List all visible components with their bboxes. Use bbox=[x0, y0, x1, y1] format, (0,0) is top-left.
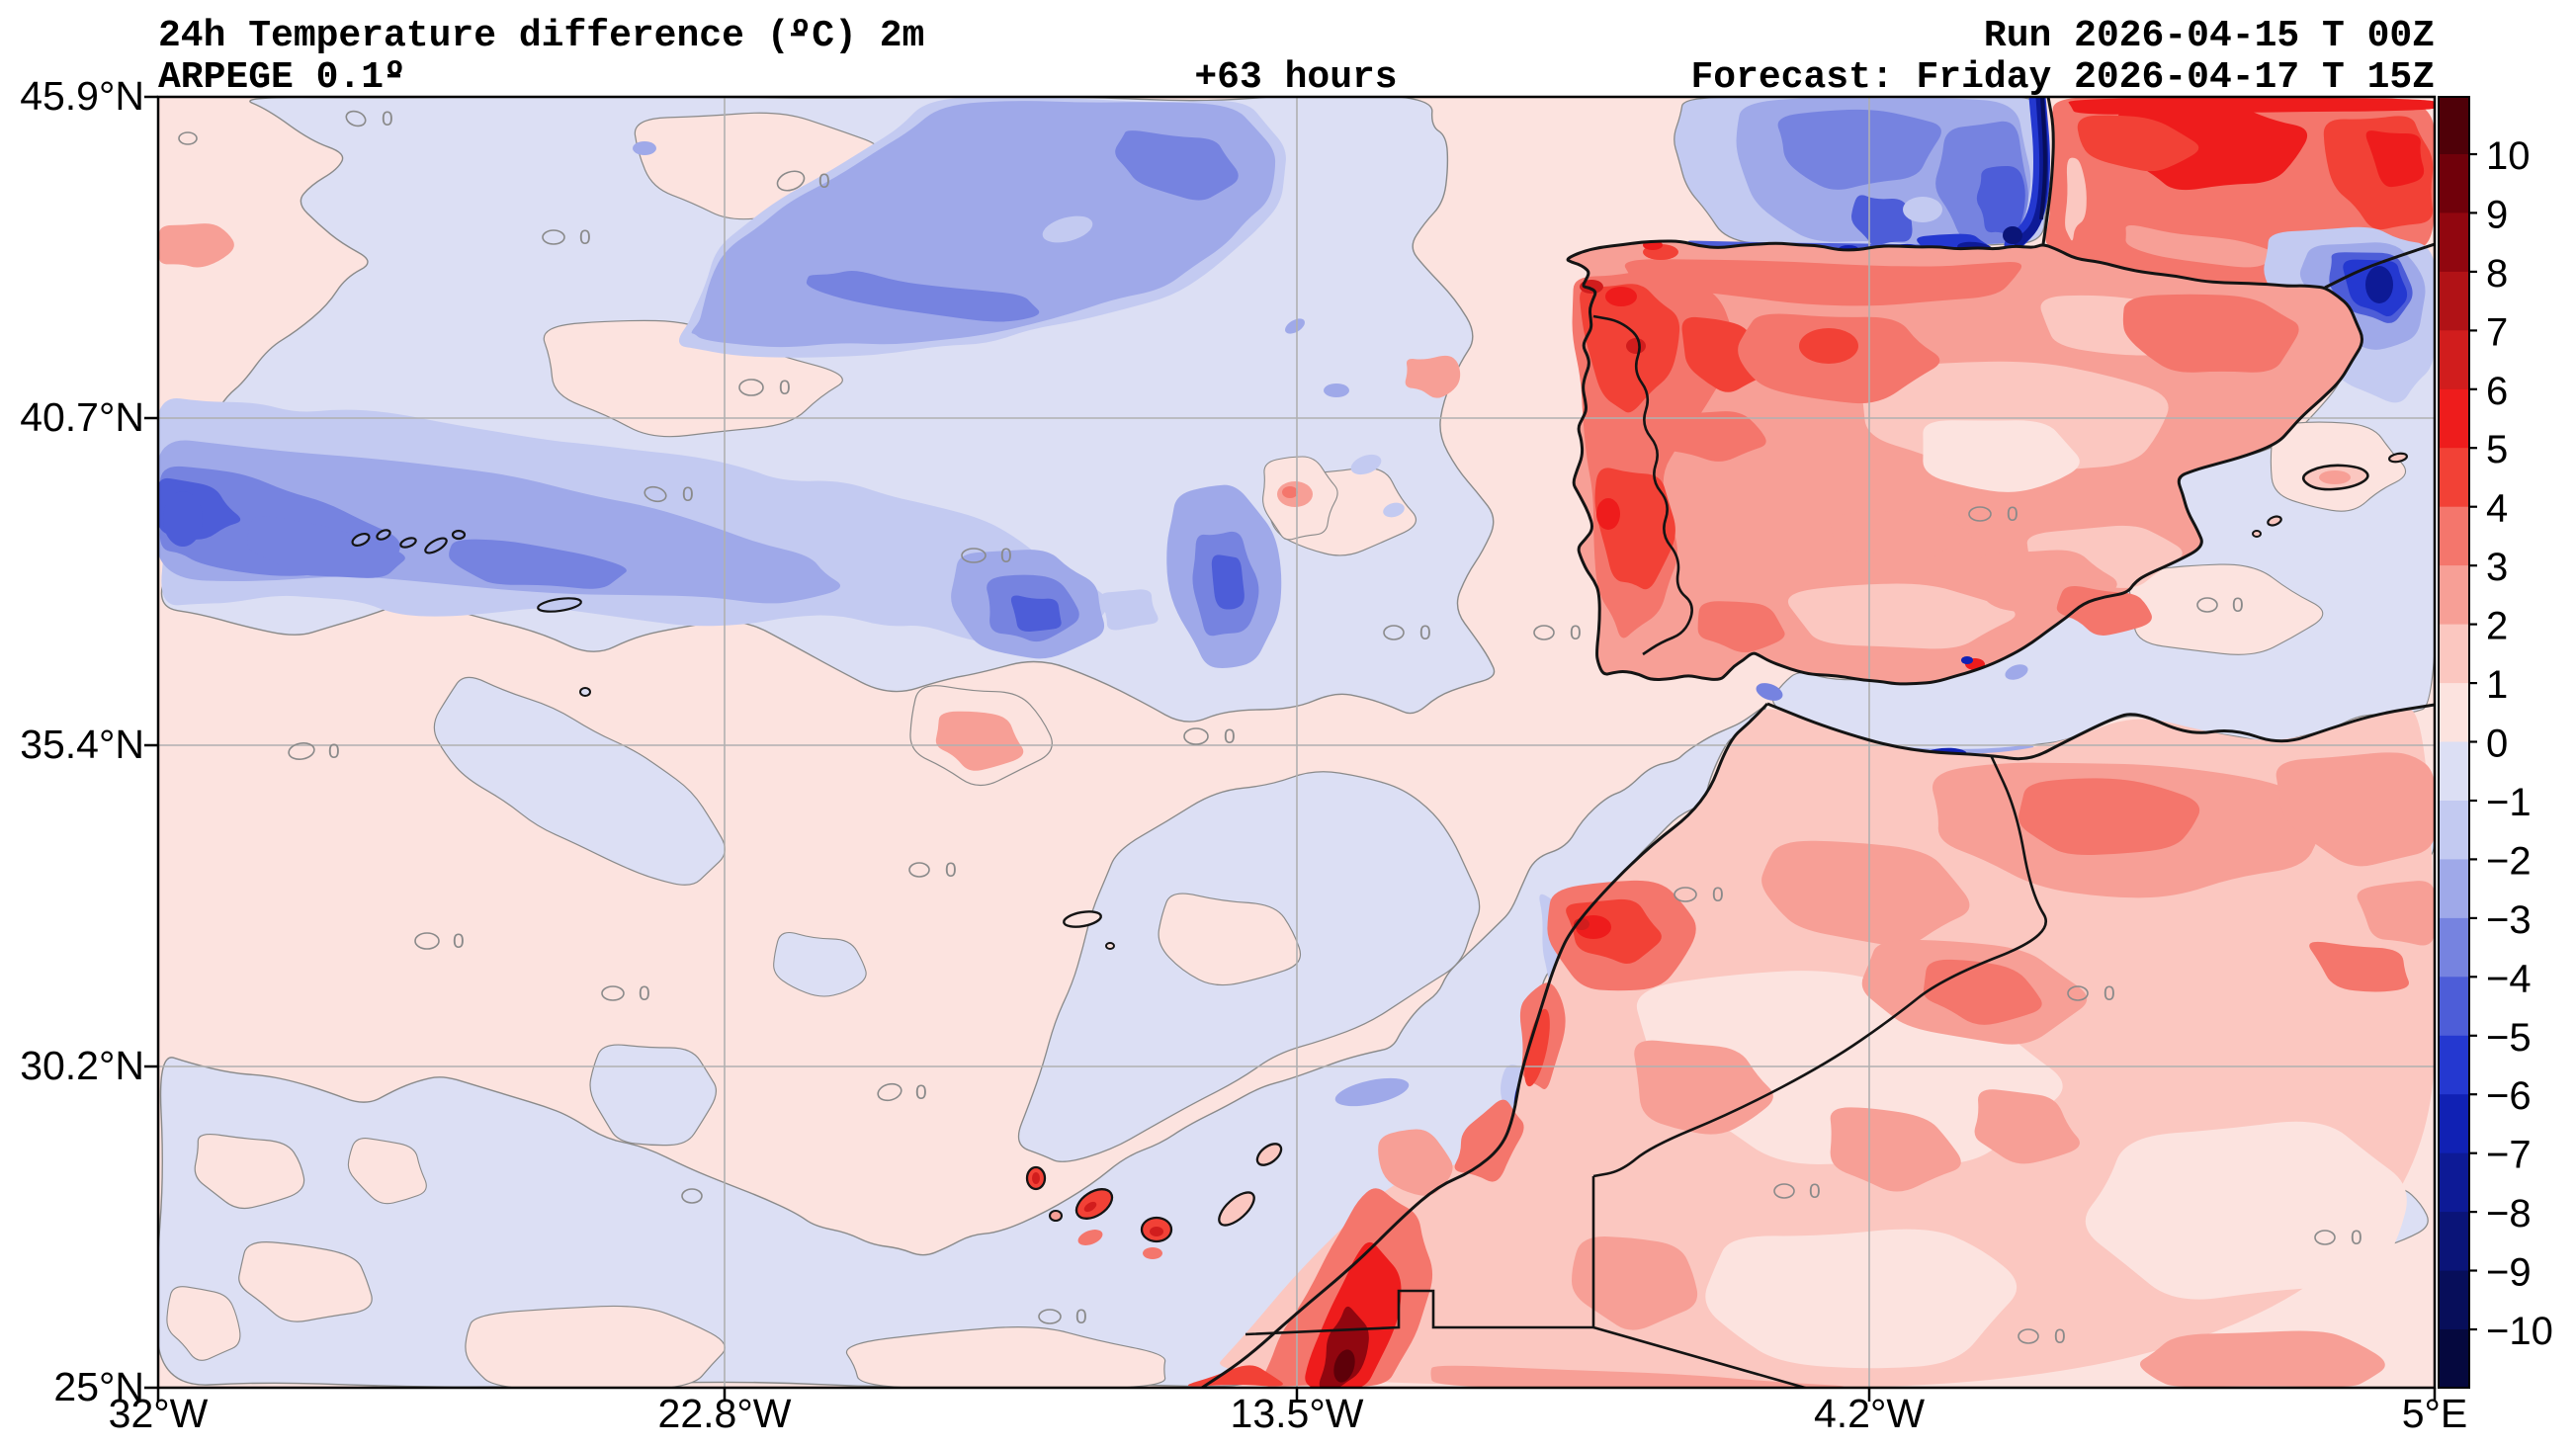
svg-text:1: 1 bbox=[2486, 663, 2508, 707]
svg-text:24h Temperature difference (ºC: 24h Temperature difference (ºC) 2m bbox=[158, 15, 924, 57]
svg-text:0: 0 bbox=[1224, 725, 1236, 748]
svg-text:6: 6 bbox=[2486, 370, 2508, 413]
svg-text:9: 9 bbox=[2486, 193, 2508, 236]
svg-text:22.8°W: 22.8°W bbox=[658, 1391, 792, 1436]
svg-text:0: 0 bbox=[2351, 1227, 2362, 1249]
svg-text:32°W: 32°W bbox=[109, 1391, 209, 1436]
svg-text:0: 0 bbox=[1075, 1306, 1087, 1328]
svg-text:0: 0 bbox=[779, 377, 791, 399]
svg-text:+63 hours: +63 hours bbox=[1194, 56, 1397, 99]
svg-text:−2: −2 bbox=[2486, 839, 2532, 883]
svg-text:−10: −10 bbox=[2486, 1310, 2553, 1353]
svg-text:30.2°N: 30.2°N bbox=[20, 1043, 144, 1088]
svg-text:10: 10 bbox=[2486, 134, 2531, 178]
svg-text:−1: −1 bbox=[2486, 781, 2532, 824]
svg-text:0: 0 bbox=[2054, 1325, 2066, 1348]
svg-text:ARPEGE 0.1º: ARPEGE 0.1º bbox=[158, 56, 406, 99]
svg-text:0: 0 bbox=[2104, 982, 2115, 1005]
svg-text:0: 0 bbox=[1000, 545, 1012, 567]
svg-text:7: 7 bbox=[2486, 310, 2508, 354]
svg-text:0: 0 bbox=[2232, 594, 2244, 617]
svg-text:40.7°N: 40.7°N bbox=[20, 394, 144, 440]
svg-text:4: 4 bbox=[2486, 487, 2508, 531]
svg-text:25°N: 25°N bbox=[53, 1364, 144, 1409]
svg-text:8: 8 bbox=[2486, 252, 2508, 296]
svg-text:Forecast: Friday 2026-04-17 T: Forecast: Friday 2026-04-17 T 15Z bbox=[1690, 56, 2435, 99]
svg-text:−8: −8 bbox=[2486, 1192, 2532, 1235]
svg-text:0: 0 bbox=[579, 226, 591, 249]
svg-text:−5: −5 bbox=[2486, 1016, 2532, 1060]
svg-text:0: 0 bbox=[453, 930, 465, 953]
svg-text:0: 0 bbox=[382, 108, 393, 130]
svg-text:0: 0 bbox=[2486, 723, 2508, 766]
svg-text:−6: −6 bbox=[2486, 1074, 2532, 1118]
svg-text:0: 0 bbox=[1570, 622, 1582, 644]
svg-text:2: 2 bbox=[2486, 605, 2508, 648]
svg-text:0: 0 bbox=[2007, 503, 2018, 526]
svg-text:0: 0 bbox=[945, 859, 957, 882]
svg-text:0: 0 bbox=[1712, 884, 1724, 906]
svg-text:5°E: 5°E bbox=[2402, 1391, 2468, 1436]
svg-text:0: 0 bbox=[682, 483, 694, 506]
svg-text:0: 0 bbox=[1809, 1180, 1821, 1203]
svg-text:0: 0 bbox=[328, 740, 340, 763]
svg-text:−7: −7 bbox=[2486, 1134, 2532, 1177]
svg-text:−3: −3 bbox=[2486, 898, 2532, 942]
svg-text:−9: −9 bbox=[2486, 1251, 2532, 1295]
svg-text:35.4°N: 35.4°N bbox=[20, 722, 144, 767]
svg-text:0: 0 bbox=[1419, 622, 1431, 644]
svg-text:0: 0 bbox=[639, 982, 650, 1005]
svg-text:−4: −4 bbox=[2486, 957, 2532, 1000]
svg-text:0: 0 bbox=[915, 1081, 927, 1104]
svg-text:5: 5 bbox=[2486, 428, 2508, 471]
svg-text:Run 2026-04-15 T 00Z: Run 2026-04-15 T 00Z bbox=[1984, 15, 2435, 57]
svg-text:45.9°N: 45.9°N bbox=[20, 73, 144, 119]
svg-text:4.2°W: 4.2°W bbox=[1814, 1391, 1925, 1436]
svg-text:13.5°W: 13.5°W bbox=[1231, 1391, 1364, 1436]
svg-text:3: 3 bbox=[2486, 546, 2508, 589]
svg-text:0: 0 bbox=[818, 170, 830, 193]
